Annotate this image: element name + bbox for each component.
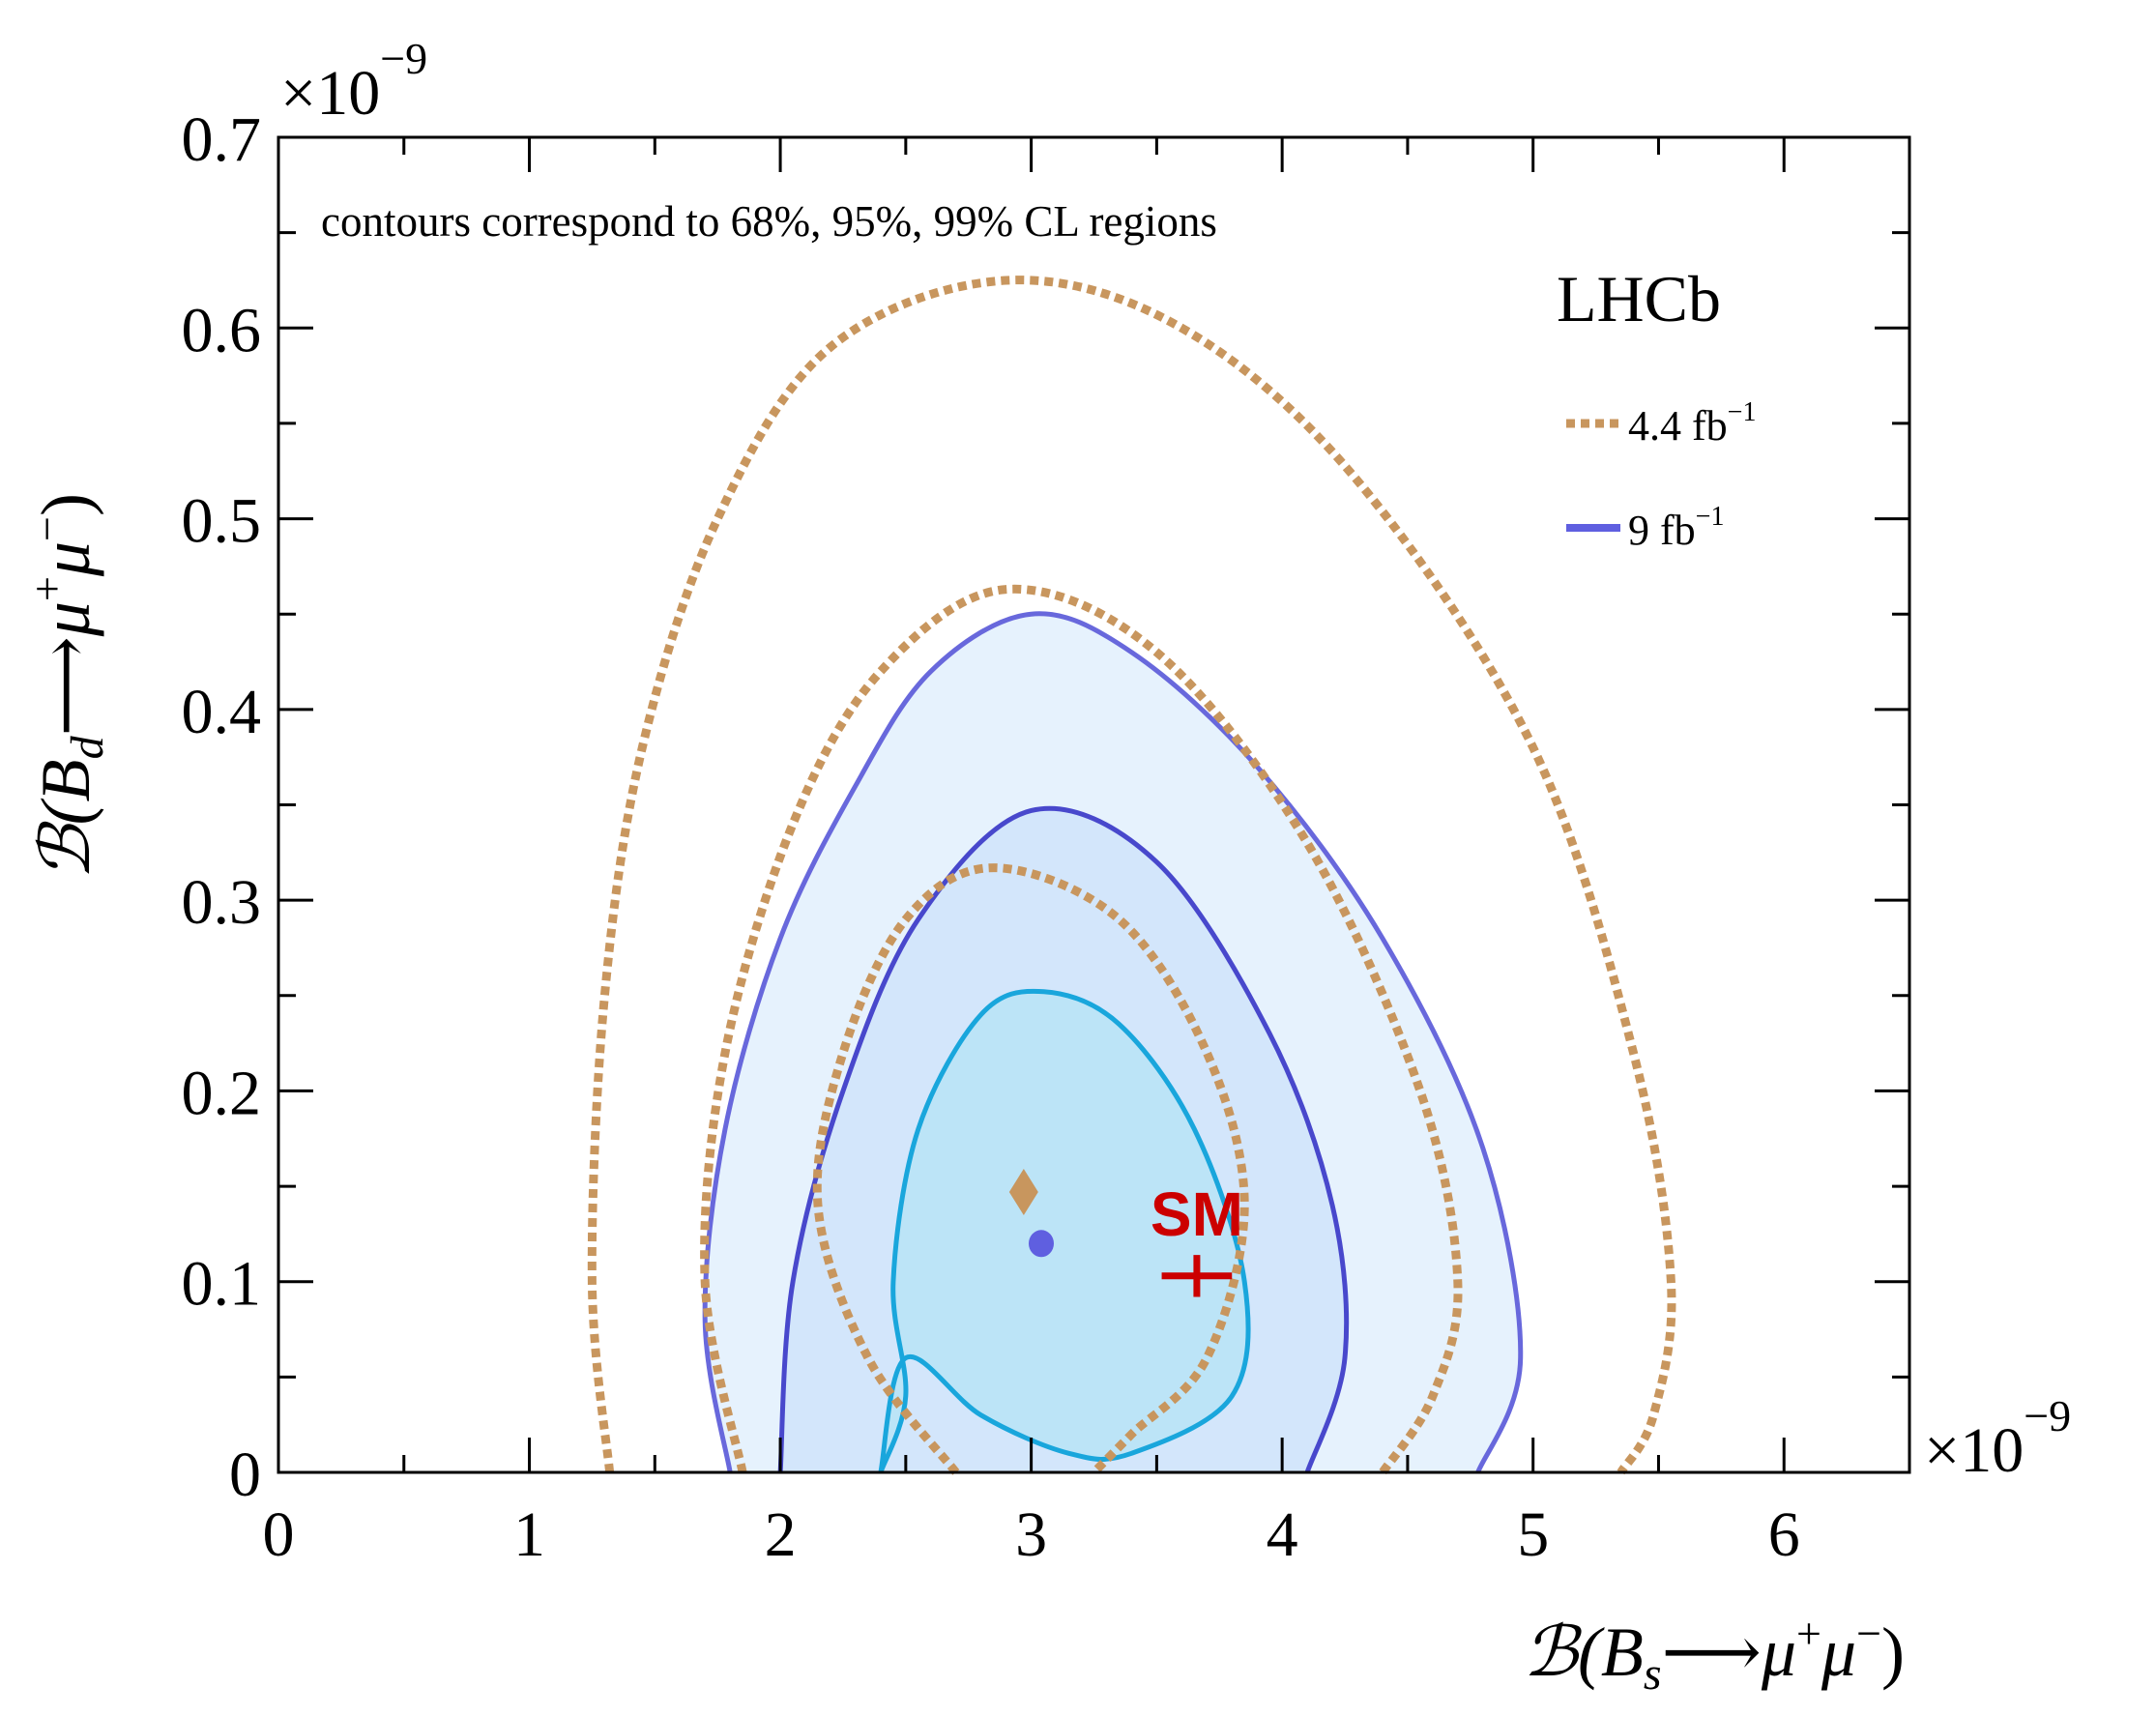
sm-prediction: SM [1151, 1179, 1243, 1297]
x-tick-label: 5 [1517, 1499, 1549, 1570]
x-tick-label: 0 [263, 1499, 295, 1570]
axis-ticks [277, 135, 1911, 1474]
cl-annotation: contours correspond to 68%, 95%, 99% CL … [321, 197, 1217, 246]
x-multiplier: ×10−9 [1924, 1391, 2071, 1486]
y-multiplier: ×10−9 [280, 34, 427, 129]
best-fit-marker-diamond [1008, 1168, 1038, 1215]
axis-tick-labels: 0 1 2 3 4 5 6 0 0.1 0.2 0.3 0.4 0.5 0.6 0.7 [182, 104, 1800, 1570]
contour-line-0 [702, 611, 1524, 1473]
x-tick-label: 3 [1015, 1499, 1047, 1570]
contour-fills [705, 613, 1521, 1472]
legend-label-9: 9 fb−1 [1628, 502, 1724, 554]
contour-line-2 [878, 988, 1251, 1473]
experiment-label: LHCb [1557, 262, 1721, 335]
y-tick-label: 0.1 [182, 1249, 262, 1320]
contour-line-4 [700, 584, 1463, 1475]
y-tick-label: 0.4 [182, 677, 262, 747]
y-tick-label: 0 [229, 1440, 261, 1510]
x-tick-label: 4 [1267, 1499, 1298, 1570]
contour-line-1 [777, 805, 1350, 1473]
y-tick-label: 0.3 [182, 867, 262, 938]
contour-line-5 [812, 863, 1249, 1476]
x-tick-label: 6 [1768, 1499, 1800, 1570]
y-axis-title: ℬ(Bd⟶μ+μ−) [22, 493, 113, 880]
y-tick-label: 0.5 [182, 486, 262, 557]
legend: 4.4 fb−1 9 fb−1 [1566, 397, 1756, 554]
contour-lines [587, 276, 1676, 1476]
y-tick-label: 0.2 [182, 1058, 262, 1128]
y-tick-label: 0.6 [182, 295, 262, 365]
x-axis-title: ℬ(Bs⟶μ+μ−) [1523, 1609, 1905, 1700]
contour-fill-2 [880, 991, 1249, 1472]
legend-label-4p4: 4.4 fb−1 [1628, 397, 1756, 450]
best-fit-marker-circle [1028, 1230, 1054, 1258]
y-tick-label: 0.7 [182, 104, 262, 175]
sm-label: SM [1151, 1179, 1243, 1249]
x-tick-label: 2 [765, 1499, 797, 1570]
contour-line-3 [587, 276, 1676, 1475]
best-fit-markers [1008, 1168, 1054, 1258]
x-tick-label: 1 [513, 1499, 545, 1570]
